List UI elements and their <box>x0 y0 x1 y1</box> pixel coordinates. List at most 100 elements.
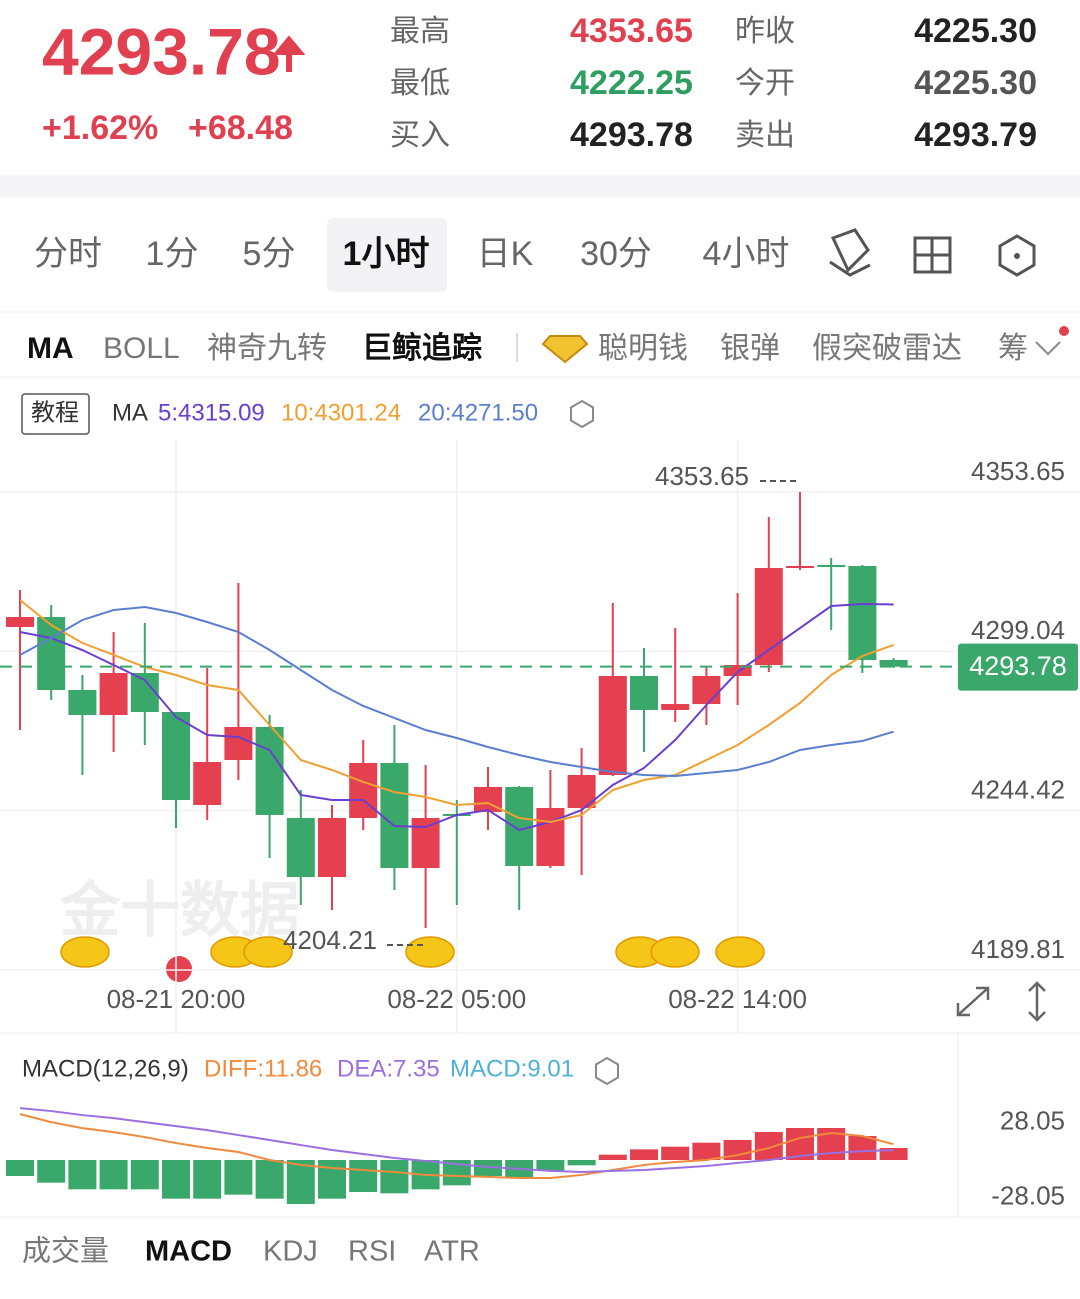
y-tick-label: 4353.65 <box>971 456 1065 486</box>
ma-line <box>19 605 894 777</box>
current-price-box <box>958 643 1078 691</box>
change-pct: +1.62% <box>42 109 158 147</box>
x-tick-label: 08-22 14:00 <box>668 984 807 1014</box>
tutorial-label[interactable]: 教程 <box>31 399 79 426</box>
candle-body <box>162 712 190 800</box>
expand-icon[interactable] <box>956 986 990 1017</box>
stat-label: 卖出 <box>735 119 795 152</box>
more-chevron[interactable] <box>1035 341 1061 356</box>
whale-icon <box>715 936 765 968</box>
layout-icon[interactable] <box>913 236 952 274</box>
candle-body <box>224 726 253 760</box>
vertical-scale-icon[interactable] <box>1028 981 1046 1022</box>
stat-label: 最高 <box>390 15 450 48</box>
timeframe-tab[interactable]: 1分 <box>146 235 199 273</box>
legend-entry: MACD:9.01 <box>450 1055 574 1082</box>
candle-body <box>661 704 690 710</box>
stat-value: 4353.65 <box>570 12 693 50</box>
macd-bar <box>224 1160 253 1195</box>
macd-settings-icon[interactable] <box>595 1056 619 1086</box>
y-tick-label: 4299.04 <box>971 615 1065 645</box>
min-label: 4204.21 <box>283 925 377 955</box>
legend-entry: DIFF:11.86 <box>204 1055 322 1082</box>
macd-bar <box>723 1140 752 1160</box>
legend-entry: 10:4301.24 <box>281 399 401 426</box>
legend-entry: 5:4315.09 <box>158 399 265 426</box>
macd-bar <box>754 1132 783 1160</box>
indicator-tab[interactable]: BOLL <box>103 332 180 365</box>
bottom-tab[interactable]: KDJ <box>263 1236 318 1268</box>
candle-body <box>318 817 346 877</box>
indicator-tab[interactable]: 巨鲸追踪 <box>362 331 482 365</box>
indicator-tab[interactable]: 假突破雷达 <box>812 332 962 365</box>
macd-line <box>19 1107 894 1174</box>
macd-bar <box>6 1160 34 1176</box>
timeframe-tab[interactable]: 日K <box>477 235 534 273</box>
settings-icon[interactable] <box>998 234 1036 277</box>
tutorial-button[interactable] <box>21 393 90 435</box>
up-arrow <box>272 35 306 72</box>
max-label: 4353.65 <box>655 461 749 491</box>
candle-body <box>598 675 627 775</box>
candle-body <box>723 665 752 676</box>
stat-label: 买入 <box>390 119 450 152</box>
x-tick-label: 08-22 05:00 <box>387 984 526 1014</box>
macd-bar <box>193 1160 222 1199</box>
macd-bar <box>380 1160 409 1194</box>
candle-body <box>193 762 222 805</box>
candle-body <box>349 763 378 818</box>
y-tick-label: 4244.42 <box>971 775 1065 805</box>
indicator-tab[interactable]: 筹 <box>998 332 1028 365</box>
ma-line <box>19 602 894 832</box>
legend-entry: DEA:7.35 <box>337 1055 440 1082</box>
x-tick-label: 08-21 20:00 <box>107 984 246 1014</box>
macd-bar <box>536 1160 565 1171</box>
bottom-tab[interactable]: RSI <box>348 1236 396 1268</box>
macd-bar <box>692 1142 721 1160</box>
vip-icon <box>541 335 589 364</box>
macd-line <box>19 1113 894 1179</box>
timeframe-tab[interactable]: 30分 <box>580 235 652 273</box>
indicator-tab[interactable]: 神奇九转 <box>207 332 327 365</box>
macd-y-tick-label: 28.05 <box>1000 1105 1065 1135</box>
draw-icon[interactable] <box>829 228 871 277</box>
ma-legend-title: MA <box>112 399 148 426</box>
timeframe-tab[interactable]: 5分 <box>243 235 296 273</box>
candle-body <box>630 675 658 710</box>
candle-body <box>411 817 440 869</box>
bottom-tab[interactable]: MACD <box>145 1236 232 1268</box>
whale-icon <box>650 936 700 968</box>
candle-body <box>99 672 128 716</box>
candle-body <box>848 565 877 660</box>
candle-body <box>286 817 315 877</box>
bottom-tab[interactable]: ATR <box>424 1236 480 1268</box>
macd-bar <box>318 1160 346 1199</box>
indicator-tab[interactable]: 银弹 <box>720 332 780 365</box>
macd-bar <box>474 1160 502 1176</box>
timeframe-tab[interactable]: 4小时 <box>703 235 790 273</box>
ma-line <box>19 599 894 824</box>
event-dot <box>166 956 192 982</box>
settings-dot <box>1014 253 1020 259</box>
candle-body <box>536 807 565 866</box>
macd-y-tick-label: -28.05 <box>991 1180 1065 1210</box>
macd-bar <box>848 1136 877 1160</box>
macd-bar <box>255 1160 284 1199</box>
bottom-tab[interactable]: 成交量 <box>22 1235 109 1268</box>
indicator-tab[interactable]: 聪明钱 <box>598 332 688 365</box>
indicator-tab[interactable]: MA <box>27 332 74 365</box>
timeframe-tab[interactable]: 1小时 <box>343 235 430 273</box>
separator-band <box>0 175 1080 197</box>
macd-bar <box>130 1160 159 1190</box>
stat-value: 4222.25 <box>570 64 693 102</box>
macd-bar <box>349 1160 378 1192</box>
candle-body <box>68 690 97 716</box>
legend-entry: 20:4271.50 <box>418 399 538 426</box>
whale-icon <box>60 936 110 968</box>
timeframe-tab[interactable]: 分时 <box>34 235 102 273</box>
macd-bar <box>162 1160 190 1199</box>
macd-bar <box>99 1160 128 1190</box>
ma-settings-icon[interactable] <box>570 399 594 429</box>
